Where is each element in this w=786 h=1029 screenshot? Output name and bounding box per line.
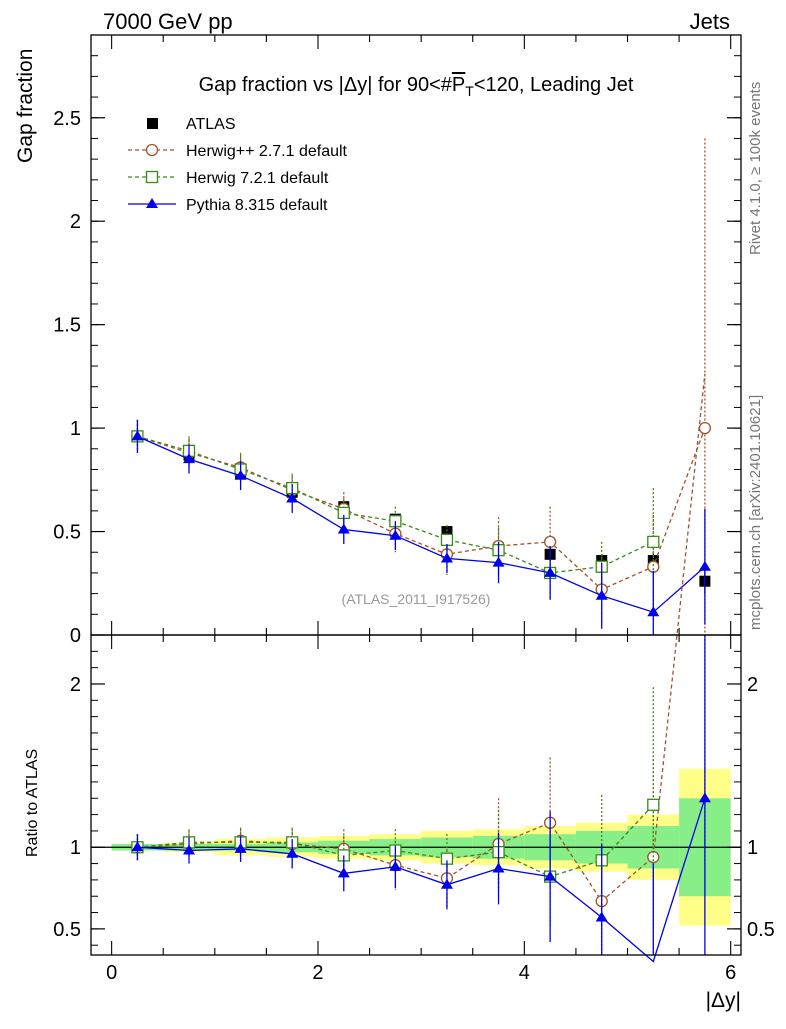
legend-marker-herwig7 [145, 170, 159, 184]
legend: ATLAS Herwig++ 2.7.1 default Herwig 7.2.… [128, 116, 348, 214]
line-herwigpp [137, 427, 706, 591]
ratio-ticks: 0.5 0.5 1 1 2 2 0 2 4 6 [53, 634, 775, 984]
point-herwig7-6 [440, 533, 454, 546]
ratio-series-layer [131, 373, 711, 963]
point-pythia-10 [647, 606, 660, 617]
ytick-label-2: 1 [70, 418, 81, 440]
point-pythia-5 [389, 529, 402, 540]
header-jets-label: Jets [690, 9, 730, 34]
xtick-label-2: 4 [519, 962, 530, 984]
main-panel: 0 0.5 1 1.5 2 2.5 Gap fraction vs |Δy| for 90… [14, 34, 742, 647]
point-pythia-2 [234, 469, 247, 480]
main-y-axis-label: Gap fraction [14, 49, 37, 163]
ytick-label-2: 2 [70, 674, 81, 696]
analysis-watermark: (ATLAS_2011_I917526) [342, 591, 491, 607]
legend-marker-pythia [146, 198, 158, 208]
point-pythia-8 [544, 566, 557, 577]
ytick-label-right-1: 1 [747, 837, 758, 859]
point-herwig7-10 [647, 535, 660, 549]
point-pythia-1 [183, 844, 196, 855]
point-pythia-4 [337, 867, 350, 878]
ytick-label-right-0: 0.5 [747, 919, 775, 941]
ytick-label-4: 2 [70, 211, 81, 233]
point-pythia-11 [698, 792, 711, 803]
main-ticks: 0 0.5 1 1.5 2 2.5 [53, 34, 741, 647]
point-pythia-9 [595, 589, 608, 600]
ytick-label-3: 1.5 [53, 315, 81, 337]
point-herwig7-10 [647, 798, 660, 811]
xtick-label-3: 6 [725, 962, 736, 984]
legend-label-pythia: Pythia 8.315 default [186, 197, 328, 214]
legend-label-atlas: ATLAS [186, 116, 236, 133]
x-axis-label: |Δy| [706, 989, 741, 1012]
line-herwigpp [137, 373, 706, 903]
series-atlas [131, 430, 711, 594]
point-pythia-0 [131, 841, 144, 852]
legend-marker-atlas [147, 118, 158, 129]
point-pythia-5 [389, 860, 402, 871]
point-herwigpp-10 [647, 560, 660, 573]
point-pythia-7 [492, 862, 505, 873]
title-pbar: P [452, 74, 465, 96]
legend-item-herwig7: Herwig 7.2.1 default [128, 170, 329, 187]
legend-label-herwigpp: Herwig++ 2.7.1 default [186, 143, 348, 160]
ratio-frame [90, 634, 742, 956]
point-pythia-7 [492, 556, 505, 567]
main-series-layer [131, 138, 712, 635]
ratio-y-axis-label: Ratio to ATLAS [24, 749, 41, 857]
line-pythia [137, 798, 706, 963]
point-pythia-9 [595, 911, 608, 922]
legend-item-atlas: ATLAS [147, 116, 236, 133]
point-pythia-6 [440, 878, 453, 889]
point-atlas-6 [441, 526, 453, 538]
line-pythia [137, 435, 706, 613]
point-pythia-8 [544, 870, 557, 881]
mcplots-label: mcplots.cern.ch [arXiv:2401.10621] [747, 395, 764, 630]
series-herwig7 [131, 687, 660, 926]
title-prefix: Gap fraction vs |Δy| for 90<# [199, 74, 453, 96]
point-herwigpp-8 [543, 535, 557, 549]
title-sub: T [465, 83, 474, 99]
ytick-label-0: 0 [70, 625, 81, 647]
point-pythia-6 [440, 552, 453, 563]
xtick-label-0: 0 [106, 962, 117, 984]
ytick-label-1: 1 [70, 837, 81, 859]
main-title: Gap fraction vs |Δy| for 90<#PT<120, Lea… [199, 74, 634, 99]
ytick-label-right-2: 2 [747, 674, 758, 696]
xtick-label-1: 2 [312, 962, 323, 984]
ratio-panel: 0.5 0.5 1 1 2 2 0 2 4 6 Ratio to ATLAS |Δy| [24, 373, 775, 1012]
point-pythia-4 [337, 523, 350, 534]
ytick-label-1: 0.5 [53, 522, 81, 544]
point-herwigpp-11 [698, 421, 712, 435]
title-suffix: <120, Leading Jet [474, 74, 634, 96]
legend-item-herwigpp: Herwig++ 2.7.1 default [128, 143, 348, 160]
legend-label-herwig7: Herwig 7.2.1 default [186, 170, 329, 187]
rivet-version-label: Rivet 4.1.0, ≥ 100k events [747, 82, 764, 255]
point-pythia-11 [698, 560, 711, 571]
ytick-label-0: 0.5 [53, 919, 81, 941]
series-pythia [131, 419, 711, 635]
legend-item-pythia: Pythia 8.315 default [128, 197, 328, 214]
legend-marker-herwigpp [145, 143, 159, 157]
line-herwig7 [137, 435, 654, 574]
point-pythia-0 [131, 430, 144, 441]
point-pythia-3 [286, 847, 299, 858]
point-pythia-2 [234, 842, 247, 853]
series-pythia [131, 635, 711, 963]
header-energy-label: 7000 GeV pp [103, 9, 233, 34]
point-pythia-1 [183, 453, 196, 464]
ytick-label-5: 2.5 [53, 108, 81, 130]
point-pythia-3 [286, 492, 299, 503]
series-herwig7 [131, 419, 660, 598]
